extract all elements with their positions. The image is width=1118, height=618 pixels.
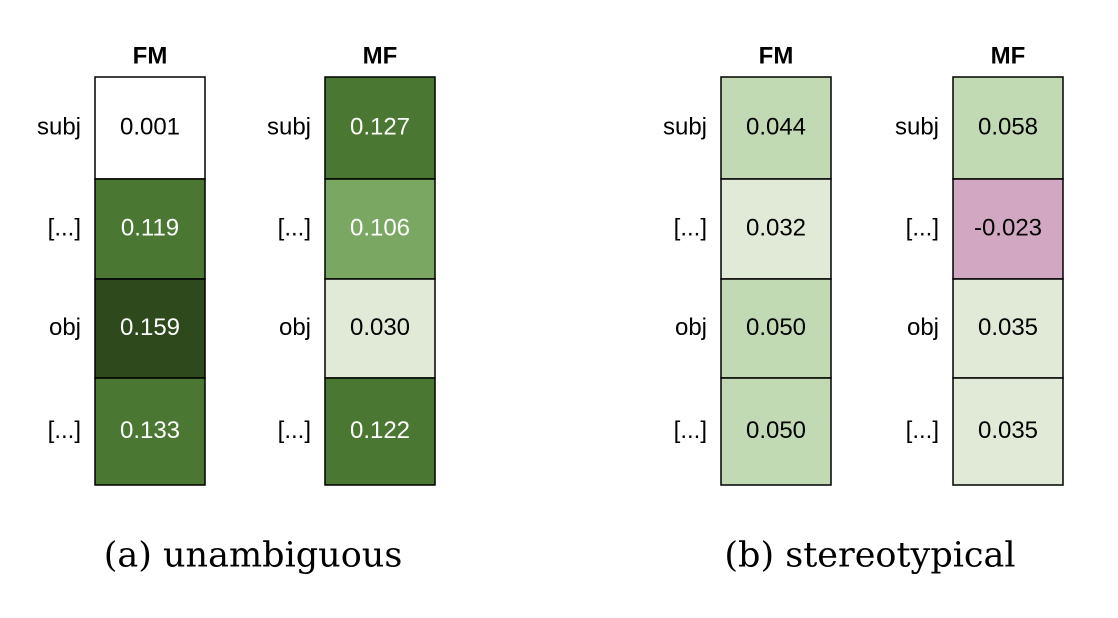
- heatmap-cell: [94, 76, 206, 180]
- heatmap-cell: [720, 178, 832, 280]
- row-label: [...]: [906, 417, 939, 444]
- row-label: [...]: [278, 417, 311, 444]
- heatmap-column-mf: MF 0.058 subj -0.023 [...] 0.035 obj 0.035 [...]: [895, 42, 1064, 486]
- heatmap-panel-b: FM0.044subj0.032[...]0.050obj0.050[...]M…: [663, 42, 1064, 576]
- row-label: subj: [663, 113, 707, 140]
- heatmap-panel-a: FM0.001subj0.119[...]0.159obj0.133[...]M…: [37, 42, 436, 576]
- row-label: [...]: [48, 417, 81, 444]
- cell-value-label: 0.133: [120, 417, 180, 444]
- row-label: subj: [267, 113, 311, 140]
- cell-value-label: 0.127: [350, 113, 410, 140]
- row-label: obj: [49, 314, 81, 341]
- row-label: obj: [907, 314, 939, 341]
- column-title: MF: [363, 42, 398, 69]
- row-label: subj: [37, 113, 81, 140]
- heatmap-column-mf: MF 0.127 subj 0.106 [...] 0.030 obj 0.122 [...]: [267, 42, 436, 486]
- cell-value-label: 0.159: [120, 314, 180, 341]
- cell-value-label: 0.032: [746, 214, 806, 241]
- column-title: FM: [133, 42, 168, 69]
- heatmap-cell: [952, 278, 1064, 379]
- cell-value-label: 0.030: [350, 314, 410, 341]
- cell-value-label: 0.050: [746, 417, 806, 444]
- column-title: FM: [759, 42, 794, 69]
- cell-value-label: -0.023: [974, 214, 1042, 241]
- heatmap-cell: [324, 178, 436, 280]
- heatmap-column-fm: FM 0.044 subj 0.032 [...] 0.050 obj 0.050 [...]: [663, 42, 832, 486]
- heatmap-cell: [94, 278, 206, 379]
- cell-value-label: 0.035: [978, 417, 1038, 444]
- row-label: [...]: [48, 214, 81, 241]
- heatmap-cell: [952, 178, 1064, 280]
- heatmap-cell: [324, 377, 436, 486]
- cell-value-label: 0.119: [121, 214, 179, 241]
- panel-caption: (b) stereotypical: [724, 536, 1015, 576]
- row-label: [...]: [278, 214, 311, 241]
- cell-value-label: 0.106: [350, 214, 410, 241]
- heatmap-cell: [720, 278, 832, 379]
- cell-value-label: 0.035: [978, 314, 1038, 341]
- cell-value-label: 0.122: [350, 417, 410, 444]
- heatmap-cell: [94, 377, 206, 486]
- heatmap-cell: [952, 377, 1064, 486]
- row-label: [...]: [906, 214, 939, 241]
- cell-value-label: 0.058: [978, 113, 1038, 140]
- panel-caption: (a) unambiguous: [104, 536, 403, 576]
- row-label: obj: [279, 314, 311, 341]
- cell-value-label: 0.001: [120, 113, 180, 140]
- cell-value-label: 0.050: [746, 314, 806, 341]
- column-title: MF: [991, 42, 1026, 69]
- row-label: obj: [675, 314, 707, 341]
- heatmap-cell: [94, 178, 206, 280]
- row-label: [...]: [674, 214, 707, 241]
- heatmap-column-fm: FM 0.001 subj 0.119 [...] 0.159 obj 0.133 [...]: [37, 42, 206, 486]
- row-label: [...]: [674, 417, 707, 444]
- heatmap-cell: [720, 377, 832, 486]
- row-label: subj: [895, 113, 939, 140]
- cell-value-label: 0.044: [746, 113, 806, 140]
